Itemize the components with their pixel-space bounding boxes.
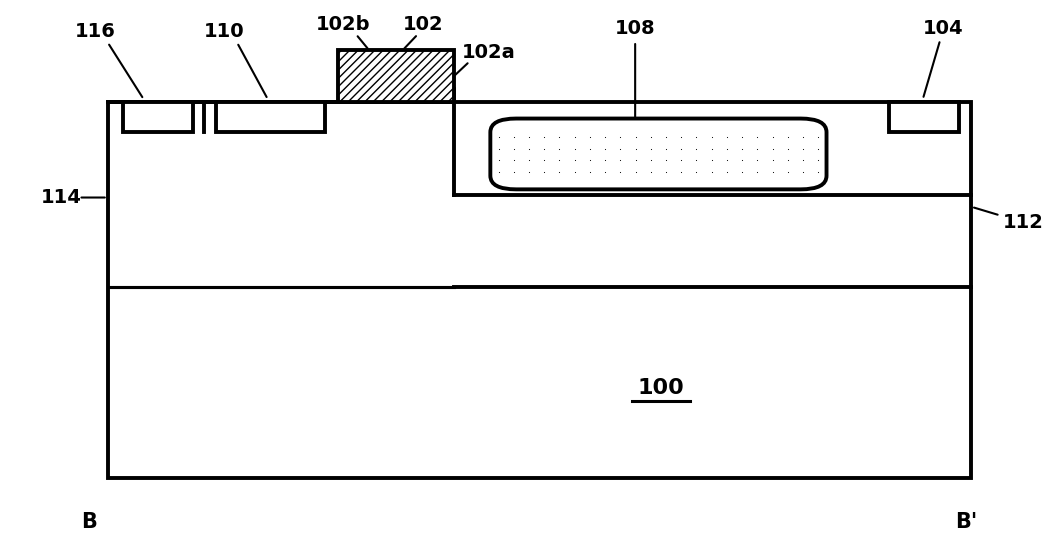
Bar: [339, 50, 454, 102]
Bar: [888, 102, 959, 132]
Text: 102b: 102b: [316, 15, 370, 34]
Text: 100: 100: [637, 378, 685, 398]
Text: 110: 110: [205, 22, 245, 41]
Text: 112: 112: [1002, 212, 1043, 232]
Bar: [392, 88, 454, 102]
Text: 104: 104: [923, 19, 963, 38]
Text: 102a: 102a: [461, 43, 515, 61]
Text: 116: 116: [75, 22, 116, 41]
Text: B': B': [955, 512, 977, 531]
Text: 108: 108: [615, 19, 655, 38]
Text: B: B: [81, 512, 97, 531]
FancyBboxPatch shape: [491, 118, 826, 189]
Bar: [123, 102, 193, 132]
Bar: [108, 102, 972, 478]
Bar: [216, 102, 325, 132]
Text: 102: 102: [403, 15, 443, 34]
Text: 114: 114: [41, 188, 81, 207]
